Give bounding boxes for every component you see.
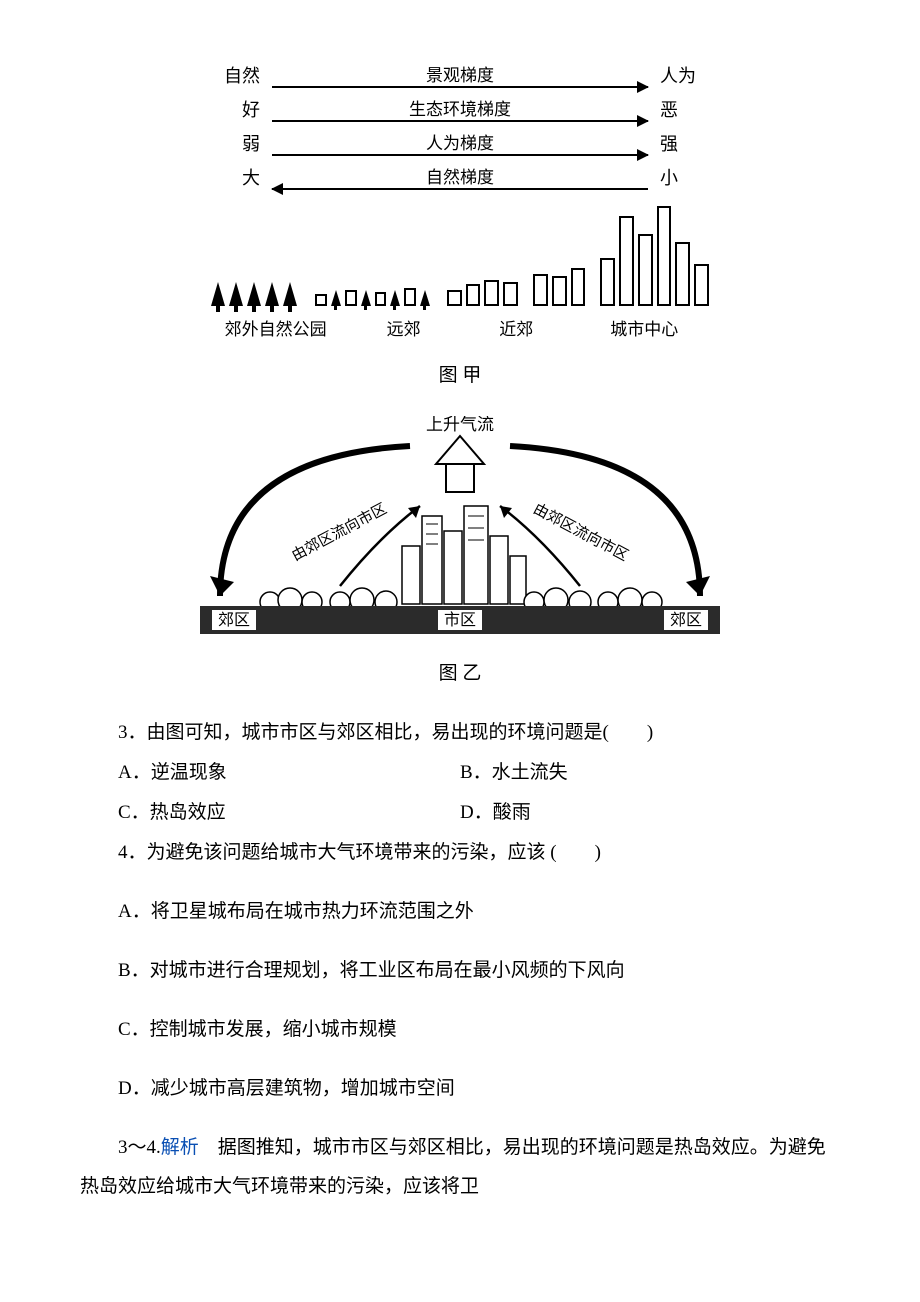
building-bar	[657, 206, 672, 306]
figure-jia: 自然 景观梯度 人为 好 生态环境梯度 恶 弱 人为梯度 强 大	[80, 60, 840, 396]
building-bar	[638, 234, 653, 306]
grad-right-2: 强	[648, 126, 720, 164]
grad-mid-1: 生态环境梯度	[272, 101, 648, 122]
q4-option-c: C．控制城市发展，缩小城市规模	[80, 1010, 840, 1050]
arrow-right-icon	[272, 120, 648, 122]
building-bar	[552, 276, 567, 306]
band-label-left: 郊区	[218, 611, 250, 629]
tree-icon	[390, 290, 400, 306]
tree-icon	[283, 282, 297, 306]
flow-right-arrowhead-icon	[500, 506, 512, 518]
zone-3: 近郊	[460, 312, 573, 348]
zone-1: 郊外自然公园	[204, 312, 347, 348]
grad-left-1: 好	[200, 92, 272, 130]
tree-icon	[265, 282, 279, 306]
analysis-prefix: 3～4.	[118, 1137, 161, 1158]
q3-option-c: C．热岛效应	[80, 793, 460, 833]
arrow-right-icon	[272, 86, 648, 88]
grad-right-3: 小	[648, 160, 720, 198]
up-label: 上升气流	[426, 416, 494, 434]
flow-left-label: 由郊区流向市区	[289, 500, 390, 564]
analysis-label: 解析	[161, 1137, 199, 1158]
gradient-row-2: 弱 人为梯度 强	[200, 128, 720, 162]
arc-right-icon	[510, 446, 700, 596]
figure-yi: 上升气流 由郊区流向市区 由郊区流向市区	[80, 416, 840, 694]
grad-left-0: 自然	[200, 58, 272, 96]
flow-left-arrowhead-icon	[408, 506, 420, 518]
band-label-right: 郊区	[670, 611, 702, 629]
gradient-row-0: 自然 景观梯度 人为	[200, 60, 720, 94]
gradient-row-3: 大 自然梯度 小	[200, 162, 720, 196]
building-bar	[571, 268, 586, 306]
building-bar	[404, 288, 416, 306]
arrow-right-icon	[272, 154, 648, 156]
gradient-diagram: 自然 景观梯度 人为 好 生态环境梯度 恶 弱 人为梯度 强 大	[200, 60, 720, 348]
arc-left-icon	[220, 446, 410, 596]
grad-mid-3: 自然梯度	[272, 169, 648, 190]
q3-option-d: D．酸雨	[460, 793, 840, 833]
arc-left-arrowhead-icon	[210, 576, 234, 596]
tree-icon	[247, 282, 261, 306]
building-bar	[503, 282, 518, 306]
grad-mid-0: 景观梯度	[272, 67, 648, 88]
arrow-left-icon	[272, 188, 648, 190]
q4-stem: 4．为避免该问题给城市大气环境带来的污染，应该 ( )	[80, 833, 840, 873]
q4-option-d: D．减少城市高层建筑物，增加城市空间	[80, 1069, 840, 1109]
building-bar	[466, 284, 481, 306]
figure-jia-caption: 图 甲	[80, 356, 840, 396]
q3-stem: 3．由图可知，城市市区与郊区相比，易出现的环境问题是( )	[80, 713, 840, 753]
building-bar	[619, 216, 634, 306]
grad-label-0: 景观梯度	[426, 67, 494, 84]
building-bar	[484, 280, 499, 306]
grad-label-2: 人为梯度	[426, 135, 494, 152]
up-arrow-head-icon	[436, 436, 484, 464]
tree-icon	[331, 290, 341, 306]
tree-icon	[211, 282, 225, 306]
gradient-row-1: 好 生态环境梯度 恶	[200, 94, 720, 128]
tree-icon	[420, 290, 430, 306]
figure-yi-caption: 图 乙	[80, 654, 840, 694]
building-bar	[694, 264, 709, 306]
zone-4: 城市中心	[573, 312, 716, 348]
flow-right-label: 由郊区流向市区	[530, 500, 631, 564]
grad-right-1: 恶	[648, 92, 720, 130]
zone-2: 远郊	[347, 312, 460, 348]
grad-label-1: 生态环境梯度	[409, 101, 511, 118]
city-buildings-icon	[402, 506, 526, 604]
building-bar	[675, 242, 690, 306]
q3-option-a: A．逆温现象	[80, 753, 460, 793]
band-label-center: 市区	[444, 611, 476, 629]
q3-row-ab: A．逆温现象 B．水土流失	[80, 753, 840, 793]
building-bar	[600, 258, 615, 306]
up-arrow-stem-icon	[446, 464, 474, 492]
tree-icon	[361, 290, 371, 306]
analysis-para: 3～4.解析 据图推知，城市市区与郊区相比，易出现的环境问题是热岛效应。为避免热…	[80, 1128, 840, 1208]
zone-labels: 郊外自然公园 远郊 近郊 城市中心	[200, 312, 720, 348]
grad-mid-2: 人为梯度	[272, 135, 648, 156]
building-bar	[533, 274, 548, 306]
heat-island-diagram: 上升气流 由郊区流向市区 由郊区流向市区	[190, 416, 730, 646]
arc-right-arrowhead-icon	[686, 576, 710, 596]
grad-right-0: 人为	[648, 58, 720, 96]
q4-option-b: B．对城市进行合理规划，将工业区布局在最小风频的下风向	[80, 951, 840, 991]
q4-option-a: A．将卫星城布局在城市热力环流范围之外	[80, 892, 840, 932]
building-bar	[447, 290, 462, 306]
skyline	[200, 196, 720, 306]
grad-label-3: 自然梯度	[426, 169, 494, 186]
heat-island-svg: 上升气流 由郊区流向市区 由郊区流向市区	[190, 416, 730, 646]
q3-option-b: B．水土流失	[460, 753, 840, 793]
grad-left-3: 大	[200, 160, 272, 198]
q3-row-cd: C．热岛效应 D．酸雨	[80, 793, 840, 833]
tree-icon	[229, 282, 243, 306]
building-bar	[375, 292, 387, 306]
grad-left-2: 弱	[200, 126, 272, 164]
building-bar	[315, 294, 327, 306]
building-bar	[345, 290, 357, 306]
